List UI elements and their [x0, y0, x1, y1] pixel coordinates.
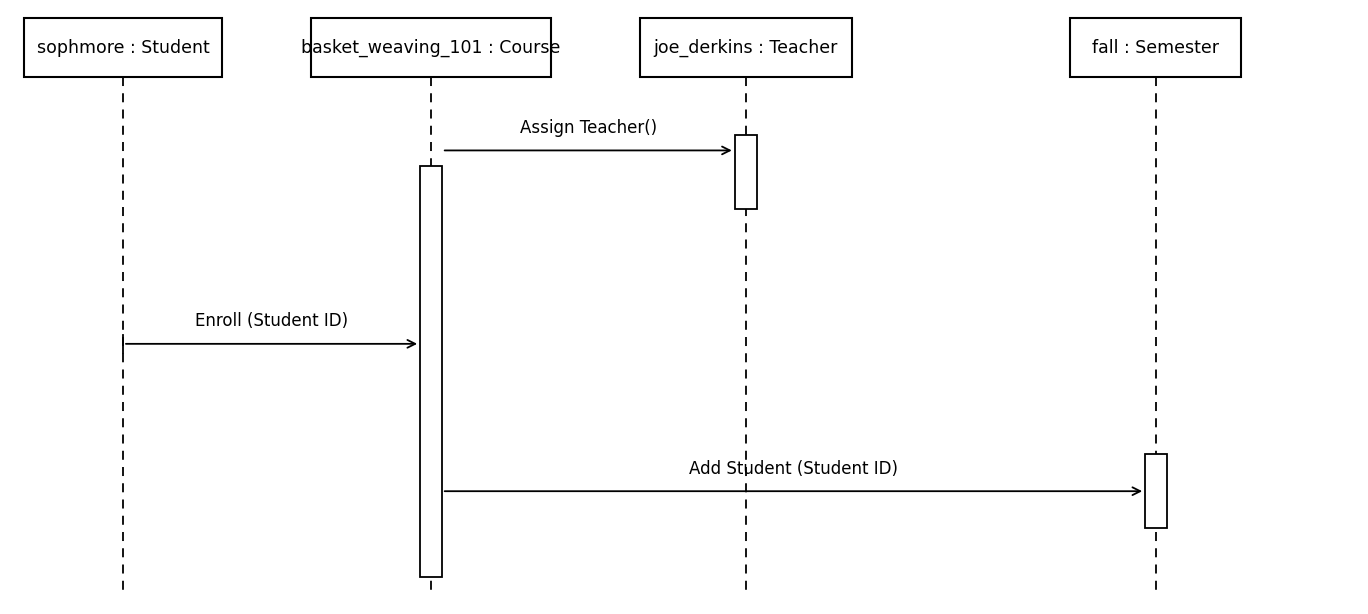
Bar: [25, 18, 222, 77]
Text: joe_derkins : Teacher: joe_derkins : Teacher: [654, 39, 837, 56]
Bar: [1145, 454, 1167, 528]
Text: Assign Teacher(): Assign Teacher(): [520, 119, 657, 137]
Bar: [312, 18, 550, 77]
Text: fall : Semester: fall : Semester: [1093, 39, 1219, 56]
Text: Add Student (Student ID): Add Student (Student ID): [689, 460, 897, 478]
Bar: [420, 166, 442, 577]
Text: basket_weaving_101 : Course: basket_weaving_101 : Course: [301, 39, 561, 56]
Bar: [735, 135, 757, 209]
Bar: [640, 18, 851, 77]
Bar: [1070, 18, 1242, 77]
Text: sophmore : Student: sophmore : Student: [37, 39, 209, 56]
Text: Enroll (Student ID): Enroll (Student ID): [196, 313, 347, 330]
